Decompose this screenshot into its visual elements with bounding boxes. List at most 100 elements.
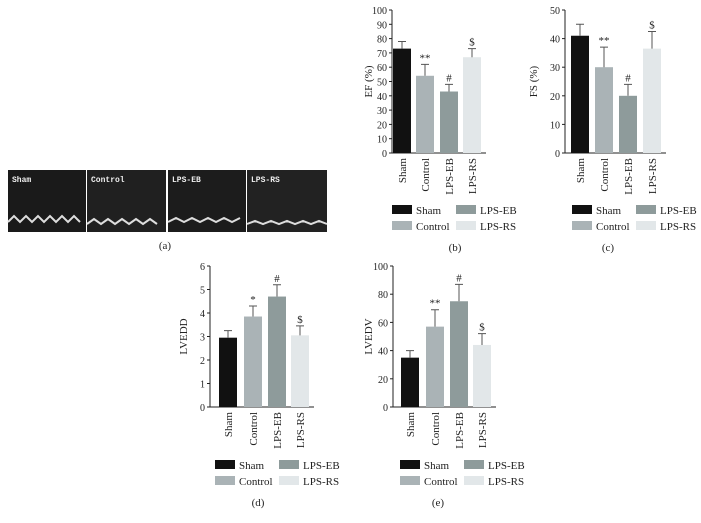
y-tick-label: 0: [200, 403, 205, 414]
bar: [244, 316, 262, 407]
error-bar: [398, 40, 406, 49]
y-tick-label: 2: [200, 356, 205, 367]
panel-caption: (e): [432, 497, 445, 509]
significance-mark: #: [274, 273, 280, 285]
x-tick-label: LPS-RS: [477, 412, 489, 448]
bar: [416, 75, 434, 153]
legend-label: Sham: [239, 460, 265, 472]
y-tick-label: 3: [200, 333, 205, 344]
error-bar: [468, 48, 476, 58]
legend-swatch: [572, 205, 592, 214]
error-bar: [249, 305, 257, 317]
legend-swatch: [279, 460, 299, 469]
y-tick-label: 100: [372, 6, 387, 17]
x-tick-label: Sham: [575, 158, 587, 184]
y-tick-label: 10: [377, 135, 387, 146]
legend-label: Sham: [596, 205, 622, 217]
y-tick-label: 60: [377, 63, 387, 74]
error-bar: [624, 83, 632, 96]
legend-swatch: [279, 476, 299, 485]
bar: [595, 67, 613, 153]
x-tick-label: Control: [248, 412, 260, 446]
significance-mark: $: [649, 19, 655, 31]
y-tick-label: 0: [555, 149, 560, 160]
legend-swatch: [392, 205, 412, 214]
bar: [643, 48, 661, 153]
legend-label: Control: [239, 476, 273, 488]
x-tick-label: Sham: [405, 412, 417, 438]
legend-label: Control: [416, 221, 450, 233]
legend-swatch: [215, 460, 235, 469]
x-tick-label: Control: [420, 158, 432, 192]
panel-caption: (b): [449, 242, 462, 254]
legend-label: LPS-RS: [488, 476, 524, 488]
y-tick-label: 40: [377, 92, 387, 103]
error-bar: [296, 325, 304, 336]
legend-swatch: [392, 221, 412, 230]
bar: [571, 35, 589, 153]
image-label: LPS-EB: [172, 176, 201, 185]
x-tick-label: LPS-RS: [647, 158, 659, 194]
legend-label: Control: [596, 221, 630, 233]
y-axis-label: FS (%): [528, 65, 540, 97]
legend-swatch: [464, 460, 484, 469]
y-axis-label: LVEDD: [178, 318, 190, 354]
significance-mark: **: [420, 52, 431, 64]
legend-label: LPS-RS: [303, 476, 339, 488]
y-tick-label: 5: [200, 286, 205, 297]
image-label: Control: [91, 176, 125, 185]
legend-swatch: [636, 205, 656, 214]
bar: [291, 335, 309, 407]
error-bar: [224, 330, 232, 338]
legend-swatch: [215, 476, 235, 485]
x-tick-label: Sham: [223, 412, 235, 438]
x-tick-label: LPS-EB: [444, 158, 456, 195]
y-tick-label: 80: [378, 290, 388, 301]
y-tick-label: 50: [377, 78, 387, 89]
y-tick-label: 4: [200, 309, 205, 320]
panel-caption: (a): [159, 240, 172, 252]
bar: [426, 326, 444, 407]
x-tick-label: LPS-RS: [467, 158, 479, 194]
y-tick-label: 30: [550, 63, 560, 74]
bar: [401, 357, 419, 407]
significance-mark: $: [469, 37, 475, 49]
error-bar: [445, 83, 453, 92]
error-bar: [576, 23, 584, 36]
legend-label: LPS-EB: [660, 205, 697, 217]
x-tick-label: Control: [599, 158, 611, 192]
y-tick-label: 80: [377, 35, 387, 46]
bar: [463, 57, 481, 153]
image-label: LPS-RS: [251, 176, 280, 185]
panel-caption: (c): [602, 242, 615, 254]
x-tick-label: LPS-RS: [295, 412, 307, 448]
bar: [219, 337, 237, 407]
legend-label: Sham: [424, 460, 450, 472]
error-bar: [406, 350, 414, 358]
significance-mark: #: [446, 72, 452, 84]
legend-swatch: [464, 476, 484, 485]
bar: [450, 301, 468, 407]
y-axis-label: EF (%): [363, 65, 375, 97]
bar: [393, 48, 411, 153]
x-tick-label: Control: [430, 412, 442, 446]
x-tick-label: LPS-EB: [623, 158, 635, 195]
echo-trace: [7, 214, 328, 226]
error-bar: [273, 284, 281, 297]
significance-mark: $: [297, 314, 303, 326]
echo-images: Sham Control LPS-EB LPS-RS (a): [7, 170, 328, 252]
legend-label: LPS-RS: [660, 221, 696, 233]
x-tick-label: LPS-EB: [454, 412, 466, 449]
y-tick-label: 90: [377, 20, 387, 31]
legend-label: LPS-EB: [303, 460, 340, 472]
legend-label: LPS-EB: [488, 460, 525, 472]
significance-mark: **: [599, 35, 610, 47]
panel-caption: (d): [252, 497, 265, 509]
legend-swatch: [572, 221, 592, 230]
y-tick-label: 100: [373, 262, 388, 273]
y-tick-label: 0: [382, 149, 387, 160]
legend-label: Control: [424, 476, 458, 488]
significance-mark: $: [479, 322, 485, 334]
error-bar: [431, 309, 439, 327]
